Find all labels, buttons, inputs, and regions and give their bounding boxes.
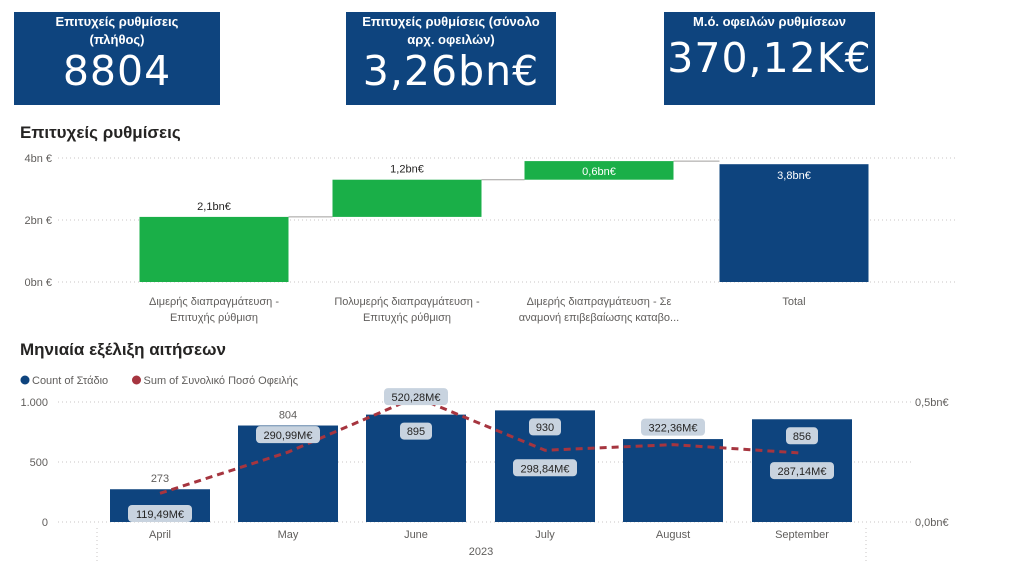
y-left-tick-label: 1.000 <box>20 397 48 409</box>
line-series <box>159 395 803 495</box>
x-category-label: Πολυμερής διαπραγμάτευση - <box>334 296 480 308</box>
amount-label: 290,99M€ <box>264 430 313 442</box>
x-category-label: Total <box>782 296 805 308</box>
count-label-bg <box>529 418 561 436</box>
waterfall-bar <box>524 161 674 180</box>
amount-label-bg <box>770 462 834 480</box>
x-month-label: April <box>149 529 171 541</box>
legend-marker <box>20 375 30 385</box>
amount-label: 119,49M€ <box>136 509 184 521</box>
x-month-label: September <box>775 529 829 541</box>
count-label: 895 <box>407 426 425 438</box>
waterfall-bar <box>139 216 289 282</box>
kpi-value: 3,26bn€ <box>362 47 540 95</box>
kpi-title-line1: Επιτυχείς ρυθμίσεις (σύνολο <box>362 14 540 29</box>
amount-label: 287,14M€ <box>778 466 827 478</box>
amount-label-bg <box>128 505 192 522</box>
count-label-bg <box>786 427 818 445</box>
kpi-title: Μ.ό. οφειλών ρυθμίσεων <box>693 14 846 29</box>
kpi-card-count: Επιτυχείς ρυθμίσεις (πλήθος) 8804 <box>14 12 220 105</box>
data-label: 2,1bn€ <box>197 201 231 213</box>
count-label: 273 <box>151 473 169 485</box>
amount-label-bg <box>384 388 448 406</box>
count-label: 804 <box>279 410 297 422</box>
legend-marker <box>132 375 141 385</box>
bar <box>623 439 723 522</box>
data-label: 1,2bn€ <box>390 164 424 176</box>
kpi-card-total-debt: Επιτυχείς ρυθμίσεις (σύνολο αρχ. οφειλών… <box>346 12 556 105</box>
data-label: 3,8bn€ <box>777 170 811 182</box>
amount-label: 298,84M€ <box>521 463 570 475</box>
legend-label: Count of Στάδιο <box>32 375 108 387</box>
y-right-tick-label: 0,5bn€ <box>915 397 949 409</box>
count-label: 930 <box>536 422 554 434</box>
count-label: 856 <box>793 431 811 443</box>
x-category-label: Διμερής διαπραγμάτευση - <box>149 296 279 308</box>
count-label-bg <box>400 422 432 440</box>
kpi-title-line1: Επιτυχείς ρυθμίσεις <box>55 14 179 29</box>
y-right-tick-label: 0,0bn€ <box>915 517 949 529</box>
data-label: 0,6bn€ <box>582 166 616 178</box>
waterfall-bar <box>332 179 482 217</box>
x-category-label: Επιτυχής ρύθμιση <box>170 312 258 324</box>
x-month-label: July <box>535 529 555 541</box>
amount-label-bg <box>641 418 705 436</box>
waterfall-chart-title: Επιτυχείς ρυθμίσεις <box>20 123 181 142</box>
amount-label-bg <box>513 459 577 477</box>
kpi-card-avg-debt: Μ.ό. οφειλών ρυθμίσεων 370,12K€ <box>664 12 875 105</box>
combo-chart-title: Μηνιαία εξέλιξη αιτήσεων <box>20 340 226 359</box>
kpi-value: 8804 <box>62 47 172 95</box>
amount-label-bg <box>256 426 320 444</box>
kpi-title-line2: (πλήθος) <box>89 32 145 47</box>
y-tick-label: 0bn € <box>24 277 52 289</box>
x-month-label: June <box>404 529 428 541</box>
amount-label: 322,36M€ <box>649 423 698 435</box>
x-month-label: May <box>278 529 299 541</box>
waterfall-bar <box>719 164 869 282</box>
y-left-tick-label: 0 <box>42 517 48 529</box>
amount-label: 520,28M€ <box>392 392 441 404</box>
legend-label: Sum of Συνολικό Ποσό Οφειλής <box>144 375 299 387</box>
kpi-value: 370,12K€ <box>667 34 872 82</box>
x-year-label: 2023 <box>469 546 493 558</box>
kpi-title-line2: αρχ. οφειλών) <box>407 32 495 47</box>
y-tick-label: 2bn € <box>24 215 52 227</box>
y-tick-label: 4bn € <box>24 153 52 165</box>
x-category-label: Επιτυχής ρύθμιση <box>363 312 451 324</box>
x-category-label: αναμονή επιβεβαίωσης καταβο... <box>519 312 679 324</box>
x-category-label: Διμερής διαπραγμάτευση - Σε <box>527 296 672 308</box>
x-month-label: August <box>656 529 690 541</box>
y-left-tick-label: 500 <box>30 457 48 469</box>
